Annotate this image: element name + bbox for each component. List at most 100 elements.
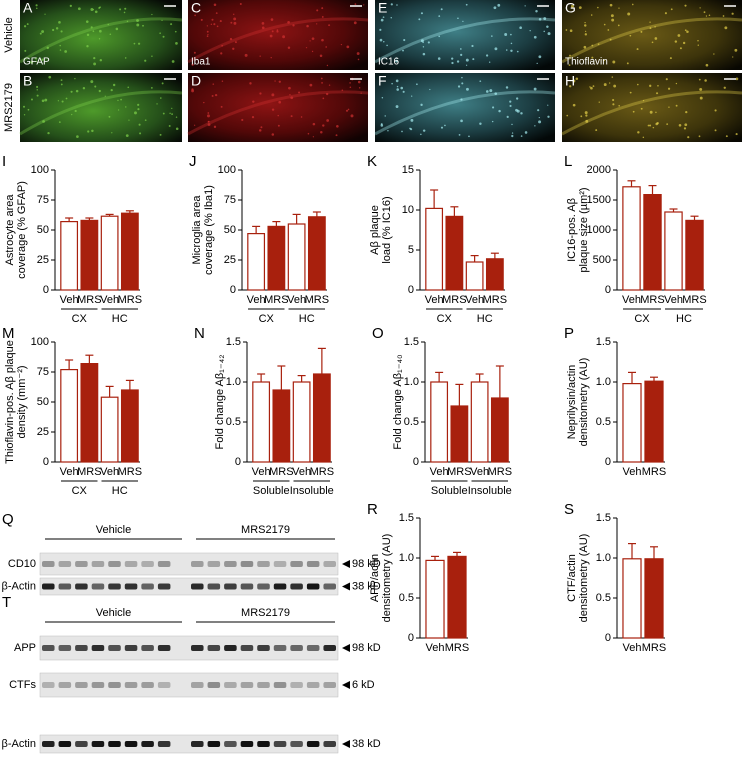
signal-dot xyxy=(547,104,549,106)
bar xyxy=(447,555,467,639)
signal-dot xyxy=(259,55,261,57)
error-bar xyxy=(455,383,464,406)
y-tick-label: 0 xyxy=(408,632,414,644)
signal-dot xyxy=(47,131,50,135)
signal-dot xyxy=(735,133,738,136)
signal-dot xyxy=(321,81,323,84)
signal-dot xyxy=(611,18,615,22)
signal-dot xyxy=(107,23,109,26)
signal-dot xyxy=(682,41,686,45)
signal-dot xyxy=(411,95,413,97)
x-tick-label: Veh xyxy=(623,466,642,478)
signal-dot xyxy=(524,5,526,7)
blot-band xyxy=(141,583,154,590)
x-tick-label: Veh xyxy=(465,294,484,306)
bar xyxy=(425,559,445,639)
blot-band xyxy=(224,741,237,747)
signal-dot xyxy=(462,20,464,22)
blot-strip xyxy=(39,552,339,576)
signal-dot xyxy=(261,22,265,25)
signal-dot xyxy=(713,53,715,55)
signal-dot xyxy=(363,4,365,6)
y-axis-label: Neprilysin/actin xyxy=(566,365,578,440)
error-bar xyxy=(105,385,114,398)
signal-dot xyxy=(35,4,38,7)
signal-dot xyxy=(358,87,361,89)
blot-band xyxy=(108,682,121,688)
blot-band xyxy=(290,645,303,651)
signal-dot xyxy=(277,114,279,117)
signal-dot xyxy=(511,123,513,126)
panel-letter: T xyxy=(2,594,11,611)
signal-dot xyxy=(472,58,475,61)
group-label: CX xyxy=(72,485,88,497)
signal-dot xyxy=(74,78,76,80)
signal-dot xyxy=(151,55,153,58)
signal-dot xyxy=(23,114,26,116)
signal-dot xyxy=(732,56,734,58)
signal-dot xyxy=(533,35,537,39)
signal-dot xyxy=(27,108,30,111)
signal-dot xyxy=(322,97,325,100)
signal-dot xyxy=(58,21,61,24)
signal-dot xyxy=(221,44,224,47)
bar xyxy=(622,383,642,463)
signal-dot xyxy=(583,45,587,49)
signal-dot xyxy=(546,25,549,29)
signal-dot xyxy=(171,60,175,63)
group-label: HC xyxy=(299,313,315,325)
signal-dot xyxy=(175,42,178,45)
signal-dot xyxy=(36,89,38,91)
y-tick-label: 15 xyxy=(402,164,414,176)
y-tick-label: 1.0 xyxy=(596,376,611,388)
signal-dot xyxy=(684,29,687,32)
signal-dot xyxy=(591,56,594,59)
x-tick-label: MRS xyxy=(77,294,101,306)
signal-dot xyxy=(538,116,540,119)
signal-dot xyxy=(271,30,274,33)
signal-dot xyxy=(60,30,63,33)
signal-dot xyxy=(592,85,595,88)
blot-band xyxy=(240,741,254,747)
blot-band xyxy=(323,682,336,688)
signal-dot xyxy=(603,83,607,87)
signal-dot xyxy=(290,96,294,100)
signal-dot xyxy=(479,80,482,83)
signal-dot xyxy=(85,20,89,23)
blot-band xyxy=(224,682,237,688)
signal-dot xyxy=(98,38,101,40)
signal-dot xyxy=(612,98,615,102)
size-arrow xyxy=(342,681,350,689)
signal-dot xyxy=(316,9,319,12)
signal-dot xyxy=(90,80,94,84)
signal-dot xyxy=(215,12,218,15)
y-tick-label: 0 xyxy=(408,284,414,296)
y-axis-label: Aβ plaque xyxy=(369,205,381,255)
micrograph xyxy=(188,0,368,70)
y-tick-label: 50 xyxy=(37,396,49,408)
signal-dot xyxy=(282,35,286,39)
bar xyxy=(490,397,509,463)
signal-dot xyxy=(457,85,461,88)
bar xyxy=(252,381,271,463)
signal-dot xyxy=(509,100,512,103)
signal-dot xyxy=(48,75,52,79)
signal-dot xyxy=(387,130,389,132)
signal-dot xyxy=(309,83,313,87)
blot-band xyxy=(306,561,320,567)
panel-letter: S xyxy=(564,501,574,518)
signal-dot xyxy=(725,135,728,138)
blot-band xyxy=(108,583,121,590)
error-bar xyxy=(125,379,134,390)
signal-dot xyxy=(208,120,210,123)
signal-dot xyxy=(649,21,651,23)
signal-dot xyxy=(23,105,26,108)
signal-dot xyxy=(460,98,463,101)
y-tick-label: 1.0 xyxy=(596,552,611,564)
signal-dot xyxy=(655,122,658,126)
signal-dot xyxy=(465,3,468,6)
blot-band xyxy=(58,741,72,747)
stain-label: Iba1 xyxy=(191,57,211,68)
signal-dot xyxy=(652,126,655,129)
signal-dot xyxy=(206,25,209,27)
